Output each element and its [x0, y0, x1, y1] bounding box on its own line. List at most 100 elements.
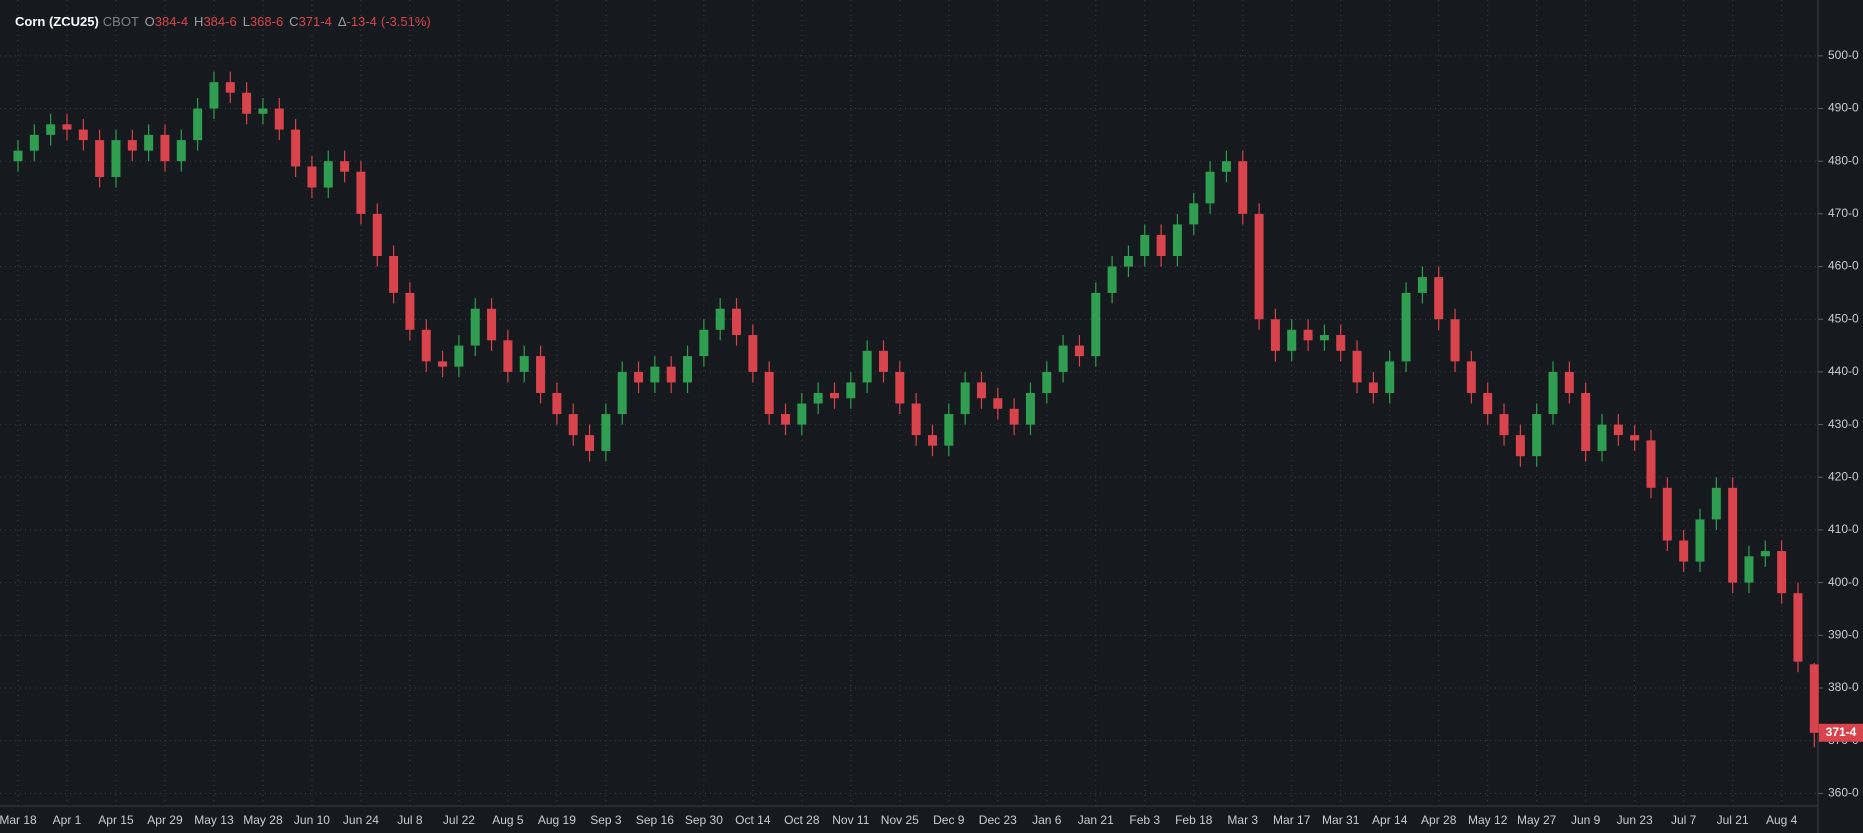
candle-body [1646, 440, 1656, 488]
candle-body [650, 366, 660, 383]
candle-body [927, 435, 937, 446]
candle-body [1679, 540, 1689, 562]
x-tick-label: Dec 9 [933, 813, 965, 827]
candle-body [1319, 335, 1329, 341]
candle-body [846, 382, 856, 399]
candle-body [993, 398, 1003, 409]
x-tick-label: Jul 21 [1717, 813, 1749, 827]
candle-body [1597, 424, 1607, 451]
candle-body [1009, 408, 1019, 425]
x-tick-label: Apr 15 [98, 813, 134, 827]
candle-body [1450, 319, 1460, 362]
candle-body [1760, 551, 1770, 557]
candle-body [13, 150, 23, 162]
x-tick-label: May 27 [1517, 813, 1557, 827]
candle-body [46, 124, 56, 135]
candle-body [389, 256, 399, 293]
y-tick-label: 490-0 [1828, 101, 1859, 115]
x-tick-label: Mar 3 [1227, 813, 1258, 827]
x-tick-label: Sep 3 [590, 813, 622, 827]
quote-value: 384-6 [203, 14, 236, 29]
x-tick-label: Apr 28 [1421, 813, 1457, 827]
candle-body [1466, 361, 1476, 393]
y-tick-label: 480-0 [1828, 153, 1859, 167]
candle-body [1695, 519, 1705, 562]
x-tick-label: Feb 18 [1175, 813, 1213, 827]
x-tick-label: Feb 3 [1129, 813, 1160, 827]
candle-body [176, 140, 186, 162]
x-tick-label: Apr 1 [53, 813, 82, 827]
candle-body [1434, 277, 1444, 320]
y-tick-label: 440-0 [1828, 364, 1859, 378]
x-tick-label: Jun 23 [1617, 813, 1653, 827]
candle-body [813, 392, 823, 404]
candle-body [1401, 292, 1411, 362]
y-tick-label: 420-0 [1828, 469, 1859, 483]
candle-body [1352, 350, 1362, 383]
exchange: CBOT [103, 14, 139, 29]
x-tick-label: Aug 4 [1766, 813, 1798, 827]
x-tick-label: Jun 24 [343, 813, 379, 827]
y-tick-label: 460-0 [1828, 259, 1859, 273]
quote-key: Δ [338, 14, 347, 29]
last-price-label: 371-4 [1826, 725, 1857, 739]
x-tick-label: Jul 22 [443, 813, 475, 827]
candle-body [519, 356, 529, 372]
candle-body [1091, 292, 1101, 357]
x-tick-label: May 13 [194, 813, 234, 827]
candle-body [960, 382, 970, 415]
candle-body [62, 124, 72, 130]
candle-body [944, 414, 954, 446]
candle-body [421, 329, 431, 362]
y-tick-label: 360-0 [1828, 786, 1859, 800]
candle-body [1074, 345, 1084, 357]
candle-body [274, 108, 284, 130]
y-tick-label: 500-0 [1828, 48, 1859, 62]
candle-body [1548, 371, 1558, 415]
candle-body [29, 134, 39, 151]
candle-body [454, 345, 464, 367]
candle-body [1368, 382, 1378, 393]
y-tick-label: 390-0 [1828, 627, 1859, 641]
candle-body [1777, 551, 1787, 594]
quote-key: O [145, 14, 155, 29]
y-tick-label: 410-0 [1828, 522, 1859, 536]
candle-body [1107, 266, 1117, 293]
candle-body [1303, 329, 1313, 341]
candle-body [1662, 487, 1672, 541]
last-price-tag [1819, 723, 1863, 742]
candle-body [160, 134, 170, 162]
x-tick-label: Mar 18 [0, 813, 37, 827]
candle-body [487, 308, 497, 341]
candle-body [1581, 392, 1591, 451]
candle-body [748, 335, 758, 372]
x-tick-label: Nov 25 [881, 813, 919, 827]
change-pct: (-3.51%) [381, 14, 431, 29]
candle-body [1025, 392, 1035, 425]
candle-body [1172, 224, 1182, 257]
quote-key: C [289, 14, 298, 29]
candle-body [1515, 435, 1525, 457]
candle-body [258, 108, 268, 114]
x-tick-label: Apr 29 [147, 813, 183, 827]
x-tick-label: Aug 5 [492, 813, 524, 827]
candle-body [1793, 593, 1803, 662]
symbol: Corn (ZCU25) [15, 14, 99, 29]
x-tick-label: Oct 14 [735, 813, 771, 827]
quote-key: H [194, 14, 203, 29]
candle-body [291, 129, 301, 167]
x-tick-label: Oct 28 [784, 813, 820, 827]
y-tick-label: 450-0 [1828, 311, 1859, 325]
x-tick-label: Sep 30 [685, 813, 723, 827]
candle-body [1744, 556, 1754, 583]
x-tick-label: Mar 17 [1273, 813, 1311, 827]
header: Corn (ZCU25) CBOT O384-4 H384-6 L368-6 C371-4… [15, 14, 431, 29]
candle-body [111, 140, 121, 178]
candle-body [1254, 213, 1264, 320]
candle-body [438, 361, 448, 367]
candle-body [1270, 319, 1280, 351]
x-tick-label: Apr 14 [1372, 813, 1408, 827]
x-tick-label: Jun 9 [1571, 813, 1601, 827]
candle-body [1809, 664, 1819, 733]
